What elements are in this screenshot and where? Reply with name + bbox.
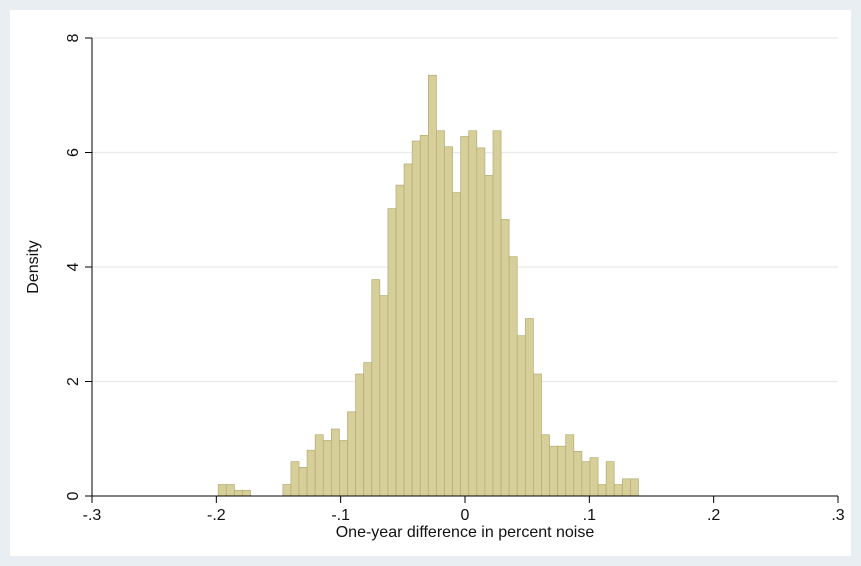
histogram-bar: [492, 130, 502, 497]
histogram-bar: [322, 440, 332, 497]
y-tick-label: 4: [65, 262, 82, 271]
y-tick-label: 0: [65, 491, 82, 500]
histogram-bar: [500, 219, 510, 497]
x-tick-label: -.1: [331, 507, 350, 524]
histogram-bar: [516, 335, 526, 497]
histogram-bar: [468, 130, 478, 497]
histogram-bar: [282, 484, 292, 497]
histogram-bar: [557, 445, 567, 497]
histogram-bar: [533, 373, 542, 497]
histogram-bar: [347, 411, 356, 497]
y-tick-label: 2: [65, 377, 82, 386]
histogram-bar: [621, 478, 631, 497]
x-tick-label: -.3: [83, 507, 102, 524]
histogram-bar: [363, 362, 373, 497]
histogram-bar: [508, 256, 518, 497]
histogram-bar: [330, 428, 340, 497]
y-tick-label: 8: [65, 33, 82, 42]
y-axis-title: Density: [25, 240, 42, 293]
histogram-bar: [298, 467, 308, 497]
x-tick-label: .2: [707, 507, 720, 524]
histogram-bar: [460, 136, 470, 497]
x-axis-title: One-year difference in percent noise: [336, 524, 595, 541]
histogram-bar: [411, 140, 421, 497]
histogram-bar: [444, 146, 453, 497]
histogram-bar: [613, 484, 623, 497]
histogram-bar: [541, 434, 550, 497]
histogram-bar: [630, 478, 639, 497]
histogram-bar: [339, 440, 348, 497]
histogram-bar: [387, 208, 397, 497]
histogram-bar: [573, 450, 583, 497]
chart-frame: 0 2 4 6 8 -.3 -.2 -.1 0 .1 .2 .3 One-year differenc…: [10, 10, 851, 556]
histogram-bar: [419, 134, 429, 497]
histogram-bar: [436, 130, 445, 497]
histogram-bar: [314, 434, 324, 497]
histogram-bar: [234, 489, 243, 497]
histogram-bar: [452, 192, 461, 497]
tick-marks: 0 2 4 6 8 -.3 -.2 -.1 0 .1 .2 .3: [65, 33, 845, 524]
histogram-bar: [242, 489, 251, 497]
x-tick-label: -.2: [207, 507, 226, 524]
x-tick-label: .1: [583, 507, 596, 524]
histogram-bar: [581, 461, 591, 497]
histogram-chart: 0 2 4 6 8 -.3 -.2 -.1 0 .1 .2 .3 One-year differenc…: [25, 33, 845, 541]
histogram-bars: [217, 74, 639, 497]
histogram-bar: [597, 484, 607, 497]
histogram-bar: [524, 318, 534, 497]
histogram-bar: [476, 147, 486, 497]
histogram-bar: [605, 461, 615, 497]
histogram-bar: [403, 163, 413, 497]
histogram-bar: [379, 295, 389, 497]
histogram-bar: [549, 445, 558, 497]
histogram-bar: [217, 484, 227, 497]
histogram-bar: [427, 74, 437, 497]
histogram-bar: [565, 434, 575, 497]
histogram-bar: [290, 461, 300, 497]
x-tick-label: 0: [461, 507, 470, 524]
histogram-bar: [484, 175, 494, 497]
histogram-bar: [395, 184, 405, 497]
histogram-bar: [225, 484, 235, 497]
histogram-bar: [306, 449, 316, 497]
y-tick-label: 6: [65, 148, 82, 157]
histogram-bar: [371, 279, 381, 497]
histogram-bar: [355, 373, 365, 497]
x-tick-label: .3: [831, 507, 844, 524]
histogram-bar: [589, 457, 599, 497]
